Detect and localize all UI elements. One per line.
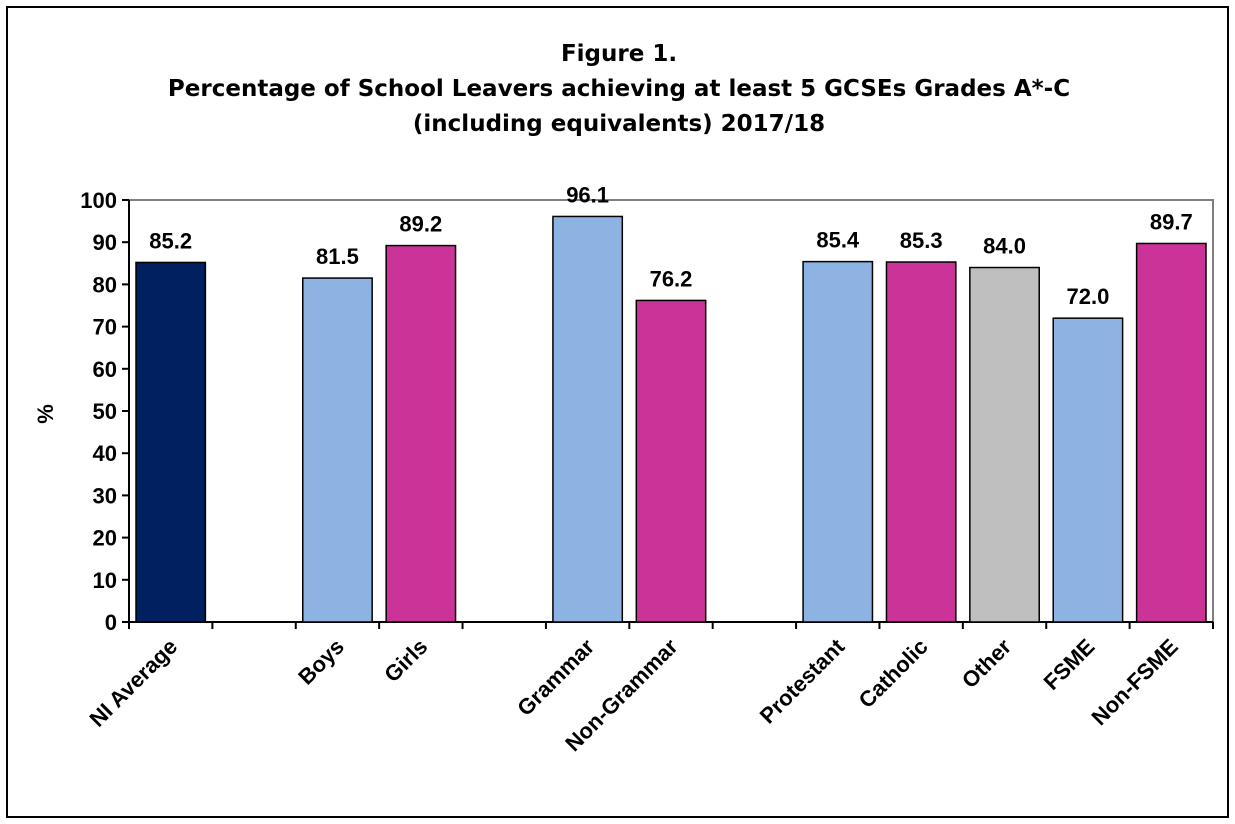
bar-catholic — [885, 261, 957, 623]
y-tick-label: 0 — [105, 610, 117, 635]
chart-title-line-3: (including equivalents) 2017/18 — [413, 111, 825, 137]
plot-area: 0 10 20 30 40 50 60 70 80 90 100 85.2 NI Average 81.5… — [80, 182, 1214, 756]
data-label: 76.2 — [650, 266, 693, 291]
category-label: Grammar — [512, 634, 599, 721]
y-tick-label: 20 — [93, 526, 117, 551]
y-tick-label: 40 — [93, 441, 117, 466]
category-label: FSME — [1039, 634, 1100, 695]
y-axis-title: % — [33, 404, 58, 424]
data-label: 85.4 — [816, 228, 860, 253]
category-label: Boys — [293, 634, 349, 690]
data-label: 85.3 — [900, 228, 943, 253]
y-tick-label: 50 — [93, 399, 117, 424]
category-label: Non-FSME — [1087, 634, 1183, 730]
y-tick-label: 100 — [80, 188, 117, 213]
data-label: 89.2 — [399, 212, 442, 237]
data-label: 72.0 — [1067, 284, 1110, 309]
category-label: Protestant — [755, 633, 850, 728]
bar-protestant — [802, 260, 874, 623]
bar-grammar — [552, 215, 624, 623]
bar-ni-average — [135, 261, 207, 623]
y-tick-label: 30 — [93, 483, 117, 508]
data-label: 85.2 — [149, 228, 192, 253]
y-tick-label: 70 — [93, 315, 117, 340]
category-label: Other — [957, 634, 1016, 693]
bar-non-grammar — [635, 299, 707, 623]
data-label: 81.5 — [316, 244, 359, 269]
y-tick-label: 10 — [93, 568, 117, 593]
chart-title-line-1: Figure 1. — [561, 41, 677, 67]
chart-frame: Figure 1. Percentage of School Leavers a… — [6, 6, 1229, 818]
data-label: 84.0 — [983, 234, 1026, 259]
y-tick-label: 80 — [93, 272, 117, 297]
y-tick-label: 90 — [93, 230, 117, 255]
category-label: NI Average — [84, 634, 182, 732]
category-label: Girls — [379, 634, 432, 687]
y-tick-label: 60 — [93, 357, 117, 382]
data-label: 96.1 — [566, 182, 609, 207]
bar-girls — [385, 244, 457, 623]
data-label: 89.7 — [1150, 209, 1193, 234]
bar-boys — [302, 277, 373, 623]
bar-fsme — [1052, 317, 1124, 623]
bar-other — [969, 266, 1040, 623]
category-label: Catholic — [854, 634, 933, 713]
bar-chart: Figure 1. Percentage of School Leavers a… — [33, 41, 1214, 756]
bar-non-fsme — [1135, 242, 1207, 623]
chart-title-line-2: Percentage of School Leavers achieving a… — [168, 76, 1070, 102]
